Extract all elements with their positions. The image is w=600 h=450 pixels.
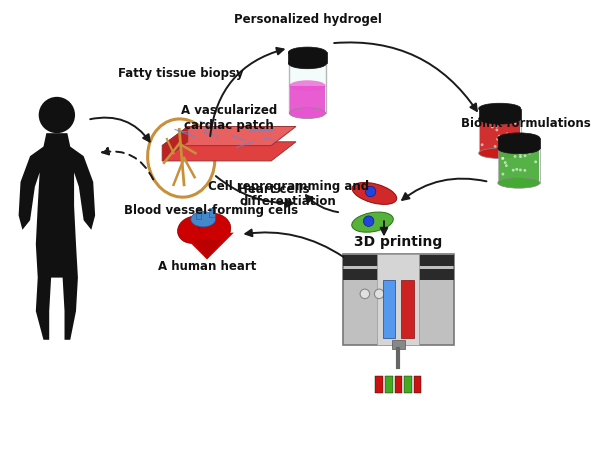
Text: A human heart: A human heart	[158, 261, 256, 274]
Circle shape	[505, 164, 508, 167]
Circle shape	[494, 145, 497, 148]
Bar	[383, 280, 395, 338]
Circle shape	[360, 289, 370, 299]
Circle shape	[512, 169, 515, 171]
Circle shape	[504, 161, 506, 164]
Text: Heart cells: Heart cells	[238, 183, 310, 196]
Text: Bioink formulations: Bioink formulations	[461, 117, 590, 130]
FancyBboxPatch shape	[343, 254, 454, 345]
Circle shape	[491, 123, 493, 126]
Ellipse shape	[289, 58, 326, 69]
Circle shape	[496, 125, 498, 128]
Ellipse shape	[479, 113, 521, 124]
Bar	[479, 108, 521, 119]
Circle shape	[481, 143, 484, 146]
Circle shape	[491, 126, 494, 128]
Ellipse shape	[479, 113, 521, 124]
Circle shape	[523, 169, 526, 172]
Polygon shape	[193, 239, 221, 260]
Circle shape	[496, 149, 499, 152]
Text: Blood vessel-forming cells: Blood vessel-forming cells	[124, 204, 298, 217]
Circle shape	[508, 150, 511, 153]
Bar	[392, 340, 405, 349]
Circle shape	[514, 140, 517, 143]
Circle shape	[528, 152, 531, 155]
Circle shape	[38, 97, 75, 133]
Ellipse shape	[498, 143, 540, 154]
Circle shape	[508, 149, 511, 152]
Ellipse shape	[289, 58, 326, 69]
Circle shape	[514, 122, 516, 125]
Bar	[498, 148, 540, 183]
Text: Fatty tissue biopsy: Fatty tissue biopsy	[118, 67, 244, 80]
Ellipse shape	[498, 178, 540, 188]
Ellipse shape	[352, 212, 393, 232]
Ellipse shape	[199, 213, 231, 240]
Bar	[479, 119, 521, 153]
Circle shape	[510, 146, 512, 148]
Polygon shape	[19, 133, 95, 340]
Bar	[395, 376, 402, 393]
Circle shape	[498, 135, 501, 138]
Circle shape	[519, 169, 522, 171]
Circle shape	[518, 151, 521, 154]
Ellipse shape	[479, 148, 521, 158]
Bar	[209, 208, 215, 217]
Ellipse shape	[289, 108, 326, 118]
Bar	[289, 63, 326, 113]
Bar	[343, 255, 454, 266]
Circle shape	[500, 139, 503, 142]
Ellipse shape	[191, 212, 215, 227]
Bar	[401, 280, 413, 338]
Ellipse shape	[289, 47, 326, 58]
Circle shape	[502, 173, 505, 176]
Polygon shape	[162, 126, 296, 146]
Bar	[479, 119, 520, 152]
Bar	[413, 376, 421, 393]
Bar	[499, 148, 539, 182]
Ellipse shape	[498, 133, 540, 144]
Circle shape	[519, 155, 522, 158]
Bar	[376, 376, 383, 393]
Ellipse shape	[289, 80, 326, 91]
Bar	[404, 376, 412, 393]
Text: Personalized hydrogel: Personalized hydrogel	[233, 13, 382, 26]
Bar	[196, 208, 201, 219]
Ellipse shape	[498, 143, 540, 154]
Ellipse shape	[178, 216, 210, 243]
Circle shape	[501, 157, 504, 160]
Text: A vascularized
cardiac patch: A vascularized cardiac patch	[181, 104, 277, 131]
Text: 3D printing: 3D printing	[354, 234, 442, 248]
Text: Cell reprogramming and
differentiation: Cell reprogramming and differentiation	[208, 180, 369, 208]
Circle shape	[519, 153, 522, 156]
Polygon shape	[162, 142, 296, 161]
Ellipse shape	[352, 182, 397, 204]
Polygon shape	[162, 126, 188, 161]
Circle shape	[499, 149, 502, 152]
Circle shape	[365, 186, 376, 197]
Circle shape	[502, 157, 504, 160]
Polygon shape	[180, 233, 234, 260]
Bar	[385, 376, 392, 393]
Circle shape	[374, 289, 384, 299]
Ellipse shape	[479, 103, 521, 114]
Circle shape	[506, 132, 509, 135]
Circle shape	[364, 216, 374, 226]
Circle shape	[534, 160, 537, 163]
Bar	[377, 254, 419, 345]
Circle shape	[496, 129, 499, 131]
Bar	[498, 138, 540, 148]
Circle shape	[507, 146, 510, 149]
Circle shape	[529, 178, 532, 181]
Circle shape	[514, 155, 517, 158]
Bar	[289, 52, 326, 63]
Circle shape	[515, 134, 518, 136]
Bar	[343, 269, 454, 280]
Circle shape	[515, 168, 518, 171]
Bar	[290, 86, 325, 112]
Circle shape	[524, 154, 526, 157]
Circle shape	[496, 138, 499, 140]
